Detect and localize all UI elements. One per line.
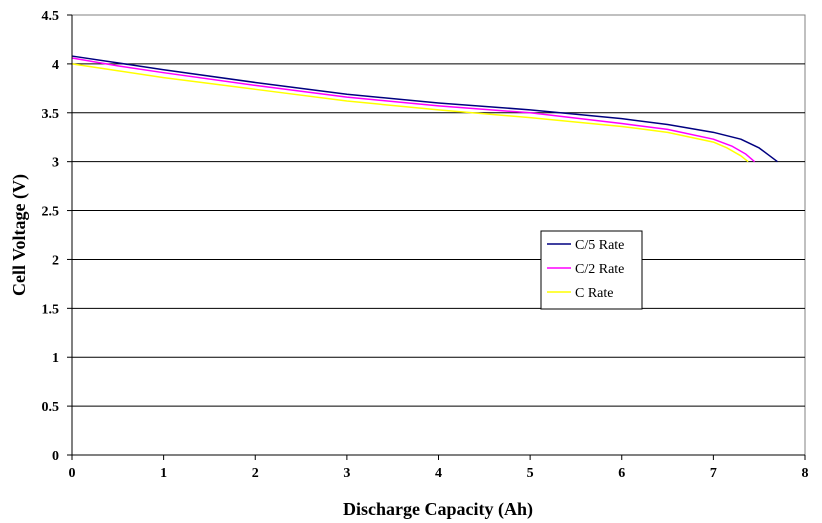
- grid-lines: [72, 63, 805, 407]
- x-tick-label: 4: [435, 466, 442, 481]
- x-tick-label: 1: [160, 466, 167, 481]
- axes: [67, 14, 806, 460]
- y-tick-label: 1: [52, 351, 59, 366]
- x-tick-label: 5: [527, 466, 534, 481]
- legend-label: C/2 Rate: [575, 262, 624, 277]
- y-tick-label: 3: [52, 156, 59, 171]
- x-tick-label: 2: [252, 466, 259, 481]
- y-axis-title: Cell Voltage (V): [9, 174, 30, 296]
- y-tick-label: 0.5: [42, 400, 60, 415]
- y-tick-label: 2: [52, 253, 59, 268]
- legend: C/5 Rate C/2 Rate C Rate: [540, 230, 643, 310]
- x-tick-label: 7: [710, 466, 717, 481]
- x-axis-title: Discharge Capacity (Ah): [343, 499, 533, 520]
- x-tick-label: 8: [802, 466, 809, 481]
- tick-labels: 0 0.5 1 1.5 2 2.5 3 3.5 4 4.5 0 1 2 3 4 5 6 7 8: [42, 9, 809, 481]
- legend-label: C/5 Rate: [575, 238, 624, 253]
- series-line-c-2-rate: [71, 57, 756, 163]
- y-tick-label: 4: [52, 58, 59, 73]
- series-line-c-5-rate: [71, 55, 778, 163]
- x-tick-label: 3: [343, 466, 350, 481]
- series-layer: [71, 55, 778, 163]
- y-tick-label: 0: [52, 449, 59, 464]
- legend-label: C Rate: [575, 286, 614, 301]
- x-tick-label: 6: [618, 466, 625, 481]
- x-tick-label: 0: [69, 466, 76, 481]
- y-tick-label: 4.5: [42, 9, 60, 24]
- series-line-c-rate: [71, 63, 749, 163]
- plot-area: [71, 14, 806, 456]
- y-tick-label: 3.5: [42, 107, 60, 122]
- y-tick-label: 1.5: [42, 302, 60, 317]
- y-tick-label: 2.5: [42, 205, 60, 220]
